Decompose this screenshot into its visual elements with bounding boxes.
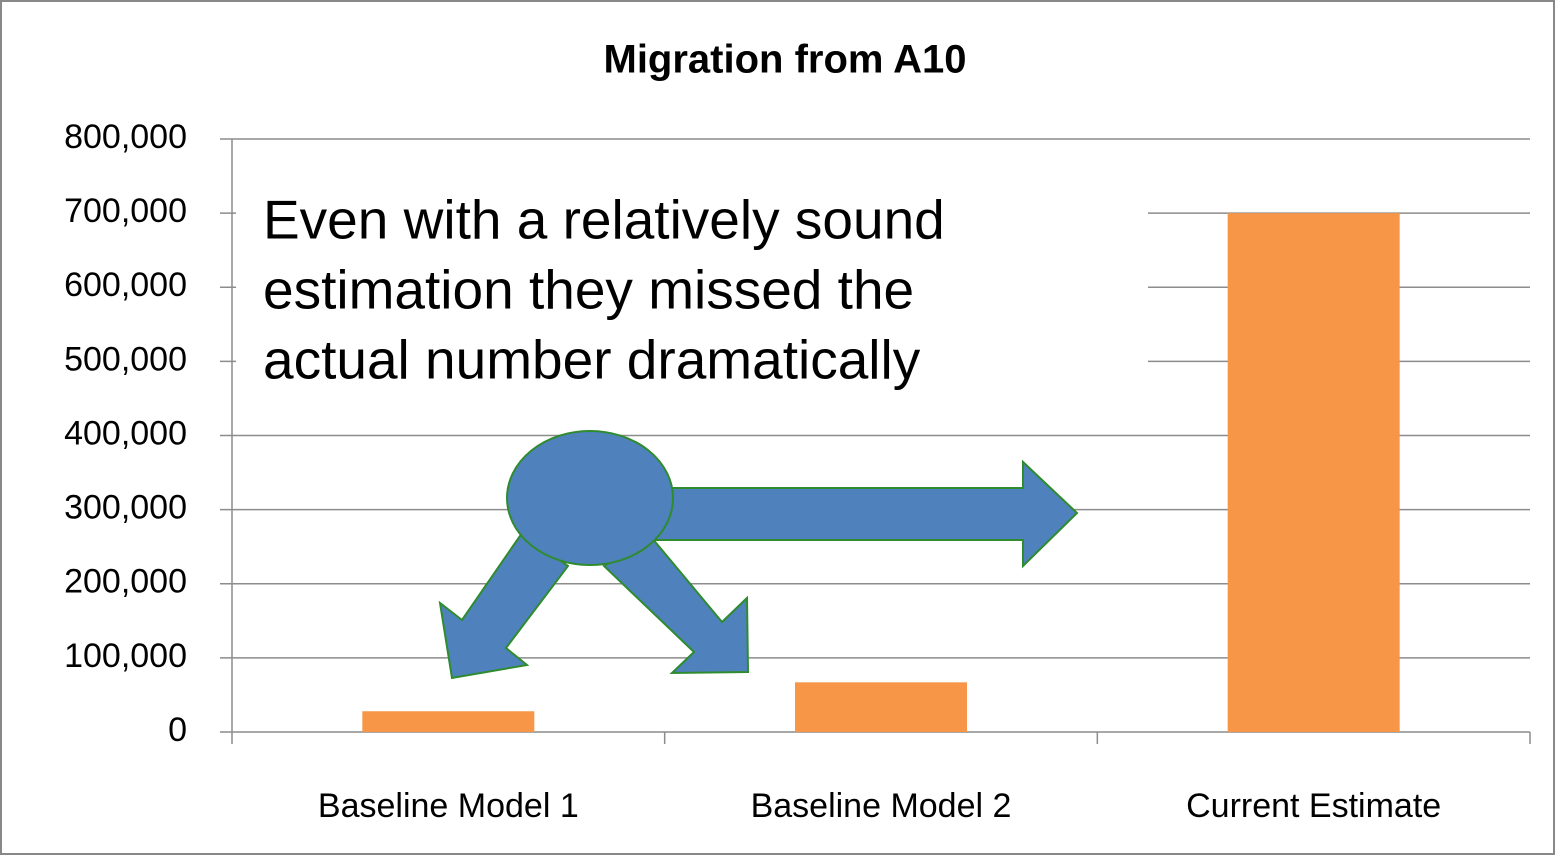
y-tick-label: 500,000 — [64, 340, 187, 378]
bar — [362, 711, 535, 732]
annotation-line: estimation they missed the — [263, 259, 914, 321]
y-tick-label: 100,000 — [64, 637, 187, 675]
annotation-line: actual number dramatically — [263, 329, 921, 391]
y-tick-label: 600,000 — [64, 266, 187, 304]
bars — [362, 213, 1400, 732]
chart-title: Migration from A10 — [604, 38, 967, 82]
x-tick-label: Baseline Model 1 — [318, 787, 579, 825]
arrow-hub — [506, 430, 674, 566]
arrow-down-right — [602, 536, 750, 675]
arrows — [438, 430, 1079, 680]
y-tick-label: 0 — [168, 711, 187, 749]
annotation-line: Even with a relatively sound — [263, 189, 945, 251]
y-tick-label: 300,000 — [64, 489, 187, 527]
arrow-right — [639, 459, 1079, 569]
annotation-background — [236, 178, 1148, 400]
y-tick-label: 700,000 — [64, 192, 187, 230]
y-tick-label: 400,000 — [64, 414, 187, 452]
y-tick-label: 800,000 — [64, 118, 187, 156]
x-tick-label: Baseline Model 2 — [751, 787, 1012, 825]
bar — [795, 682, 967, 732]
bar — [1227, 213, 1400, 732]
x-tick-label: Current Estimate — [1186, 787, 1441, 825]
y-tick-label: 200,000 — [64, 563, 187, 601]
arrow-down-left — [438, 531, 570, 680]
